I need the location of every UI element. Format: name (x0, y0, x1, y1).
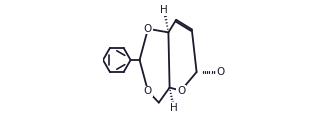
Text: H: H (160, 5, 168, 15)
Text: H: H (170, 103, 178, 113)
Text: O: O (144, 24, 152, 34)
Text: O: O (216, 67, 225, 77)
Text: O: O (144, 86, 152, 96)
Text: O: O (177, 86, 185, 96)
